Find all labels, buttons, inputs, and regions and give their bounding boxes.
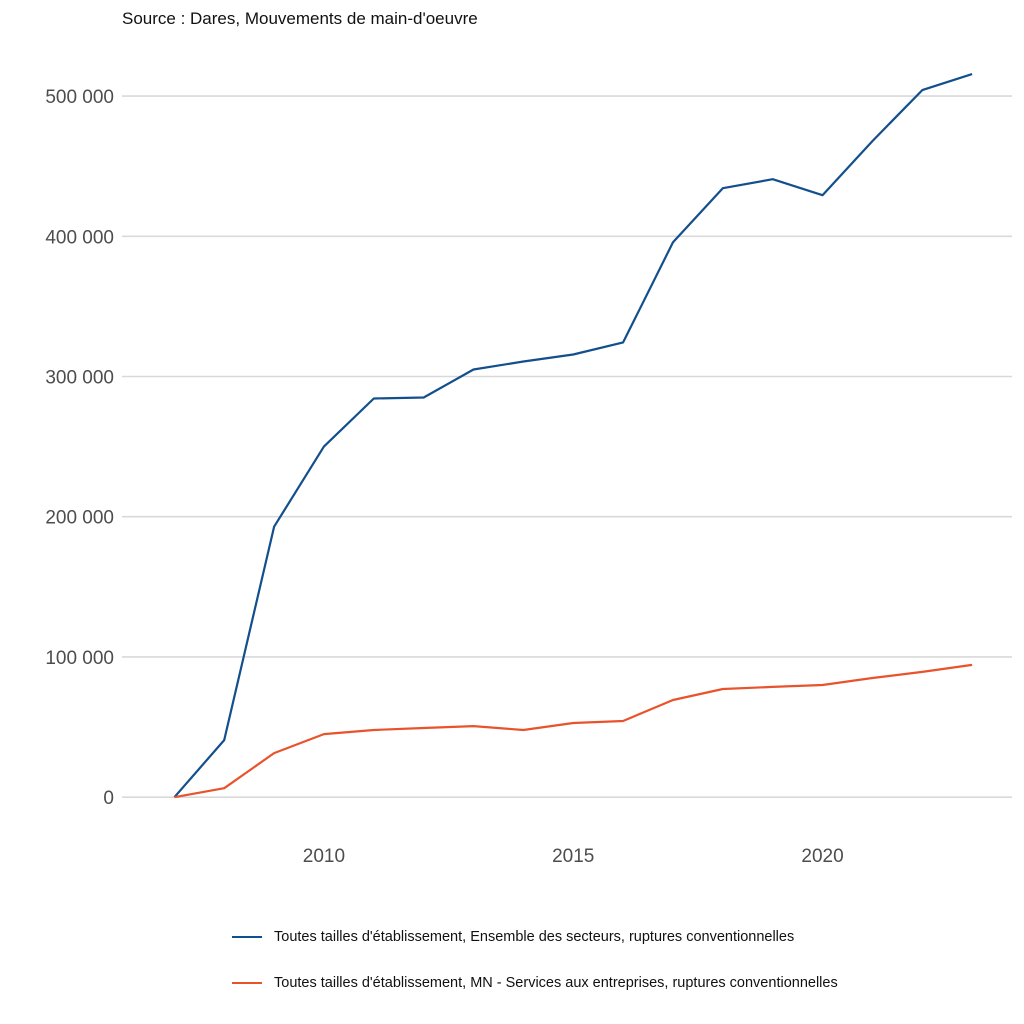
series-line-ensemble (173, 73, 973, 798)
y-tick-label: 0 (103, 788, 114, 809)
legend-item-ensemble: Toutes tailles d'établissement, Ensemble… (232, 929, 794, 945)
legend-swatch-services (232, 982, 262, 984)
y-tick-label: 100 000 (45, 648, 114, 669)
y-tick-label: 300 000 (45, 368, 114, 389)
line-chart: 0 100 000 200 000 300 000 400 000 500 000 2010… (45, 73, 1012, 867)
y-tick-label: 200 000 (45, 508, 114, 529)
series-line-services (174, 663, 973, 799)
legend-label-ensemble: Toutes tailles d'établissement, Ensemble… (274, 929, 795, 945)
x-tick-label: 2010 (303, 846, 345, 867)
x-tick-label: 2020 (801, 846, 843, 867)
legend-swatch-ensemble (232, 936, 262, 938)
y-tick-label: 400 000 (45, 227, 114, 248)
legend-label-services: Toutes tailles d'établissement, MN - Ser… (274, 975, 838, 991)
x-tick-label: 2015 (552, 846, 594, 867)
y-tick-label: 500 000 (45, 87, 114, 108)
chart-caption: Source : Dares, Mouvements de main-d'oeu… (122, 9, 478, 28)
legend-item-services: Toutes tailles d'établissement, MN - Ser… (232, 975, 838, 991)
